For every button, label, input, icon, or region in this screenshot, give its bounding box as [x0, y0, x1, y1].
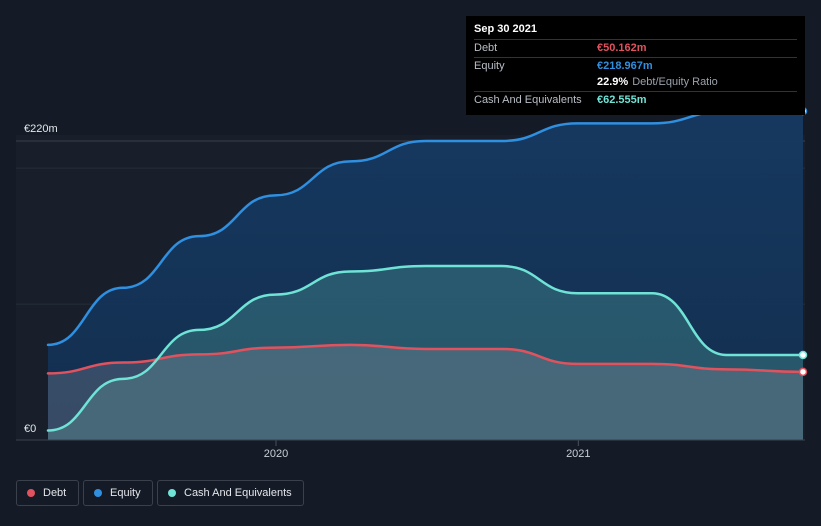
debt-line — [46, 343, 805, 375]
cash-line — [46, 264, 805, 432]
tooltip-equity-label: Equity — [474, 59, 505, 72]
tooltip-row-debt: Debt €50.162m — [474, 39, 797, 57]
x-tick-label: 2021 — [566, 448, 590, 460]
legend-cash-label: Cash And Equivalents — [184, 487, 292, 499]
y-tick-label: €220m — [24, 123, 58, 135]
legend-debt-label: Debt — [43, 487, 67, 499]
tooltip-ratio-value: 22.9% — [597, 76, 629, 89]
tooltip-debt-label: Debt — [474, 42, 498, 55]
chart-legend: Debt Equity Cash And Equivalents — [16, 480, 304, 506]
legend-item-cash[interactable]: Cash And Equivalents — [157, 480, 304, 506]
tooltip-cash-label: Cash And Equivalents — [474, 93, 582, 106]
cash-end-marker — [798, 350, 808, 360]
equity-dot-icon — [94, 489, 102, 497]
tooltip-equity-value: €218.967m — [597, 59, 653, 72]
tooltip-ratio-label: Debt/Equity Ratio — [632, 76, 718, 89]
tooltip-row-ratio: 22.9% Debt/Equity Ratio — [474, 74, 797, 91]
debt-area — [48, 344, 803, 440]
tooltip-debt-value: €50.162m — [597, 42, 647, 55]
legend-equity-label: Equity — [110, 487, 141, 499]
tooltip-row-cash: Cash And Equivalents €62.555m — [474, 90, 797, 109]
legend-item-debt[interactable]: Debt — [16, 480, 79, 506]
x-tick-label: 2020 — [264, 448, 288, 460]
tooltip-date: Sep 30 2021 — [474, 23, 537, 35]
y-tick-label: €0 — [24, 423, 36, 435]
legend-item-equity[interactable]: Equity — [83, 480, 153, 506]
debt-end-marker — [798, 367, 808, 377]
equity-line — [46, 109, 805, 347]
tooltip-cash-value: €62.555m — [597, 93, 647, 106]
equity-area — [48, 111, 803, 440]
tooltip-row-equity: Equity €218.967m — [474, 56, 797, 75]
data-tooltip: Sep 30 2021 Debt €50.162m Equity €218.96… — [466, 16, 805, 115]
cash-dot-icon — [168, 489, 176, 497]
debt-dot-icon — [27, 489, 35, 497]
cash-area — [48, 266, 803, 440]
